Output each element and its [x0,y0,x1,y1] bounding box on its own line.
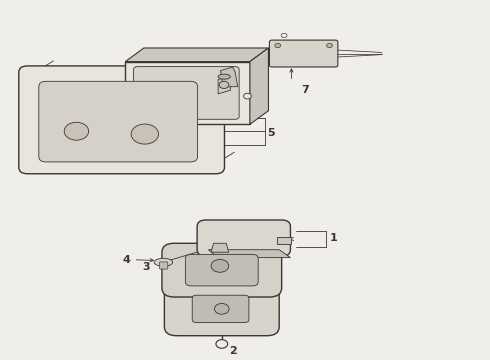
Polygon shape [218,76,230,94]
Circle shape [215,303,229,314]
Polygon shape [125,62,250,124]
Circle shape [275,43,281,48]
Text: 5: 5 [267,128,274,138]
FancyBboxPatch shape [185,255,258,286]
FancyBboxPatch shape [270,40,338,67]
FancyBboxPatch shape [164,282,279,336]
Text: 3: 3 [142,262,150,271]
Text: 1: 1 [330,233,337,243]
Circle shape [219,81,229,89]
Circle shape [131,124,159,144]
FancyBboxPatch shape [134,67,239,119]
Circle shape [216,339,228,348]
Polygon shape [250,48,269,124]
Text: 7: 7 [301,85,309,95]
Circle shape [281,33,287,37]
Polygon shape [208,250,291,258]
Ellipse shape [218,74,230,79]
Circle shape [244,93,251,99]
Circle shape [211,260,229,272]
Circle shape [64,122,89,140]
Text: 6: 6 [228,107,236,116]
FancyBboxPatch shape [159,262,168,269]
FancyBboxPatch shape [19,66,224,174]
Polygon shape [125,48,269,62]
Text: 2: 2 [229,346,237,356]
Polygon shape [277,237,292,244]
FancyBboxPatch shape [192,295,249,323]
Polygon shape [211,243,229,252]
Circle shape [327,43,332,48]
FancyBboxPatch shape [39,81,197,162]
FancyBboxPatch shape [162,243,282,297]
FancyBboxPatch shape [197,220,291,256]
Polygon shape [220,67,238,87]
Text: 4: 4 [122,255,130,265]
Ellipse shape [154,258,172,266]
